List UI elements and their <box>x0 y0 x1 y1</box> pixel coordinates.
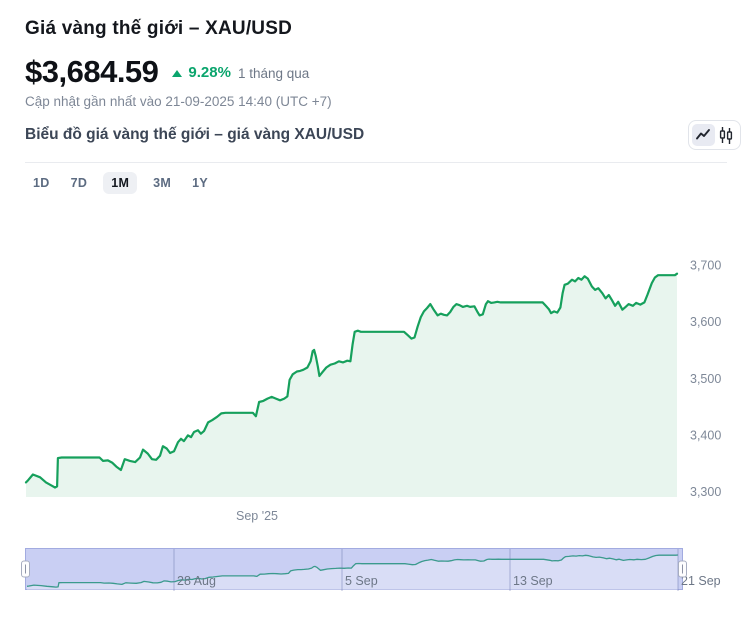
change-period: 1 tháng qua <box>237 65 310 81</box>
candlestick-chart-icon <box>719 126 732 144</box>
range-selector: 1D 7D 1M 3M 1Y <box>28 172 213 194</box>
price-line <box>24 272 679 489</box>
x-axis: Sep '25 <box>236 509 278 523</box>
range-button-7d[interactable]: 7D <box>70 176 88 190</box>
line-chart-icon <box>696 129 711 140</box>
navigator-left-handle[interactable] <box>21 560 30 578</box>
line-chart-button[interactable] <box>692 124 715 146</box>
chart-subtitle: Biểu đồ giá vàng thế giới – giá vàng XAU… <box>25 126 365 143</box>
navigator-mini-chart <box>26 549 679 591</box>
range-button-3m[interactable]: 3M <box>153 176 172 190</box>
y-axis-tick-label: 3,500 <box>690 372 721 386</box>
y-axis-tick-label: 3,300 <box>690 485 721 499</box>
range-button-1m[interactable]: 1M <box>103 172 138 194</box>
range-button-1y[interactable]: 1Y <box>192 176 209 190</box>
change-percent: 9.28% <box>188 63 231 81</box>
y-axis-tick-label: 3,700 <box>690 259 721 273</box>
price-area-chart[interactable]: 3,700 3,600 3,500 3,400 3,300 Sep '25 <box>0 235 750 525</box>
y-axis-tick-label: 3,400 <box>690 428 721 442</box>
navigator-date-label: 21 Sep <box>681 574 721 588</box>
y-axis: 3,700 3,600 3,500 3,400 3,300 <box>690 259 721 500</box>
y-axis-tick-label: 3,600 <box>690 315 721 329</box>
up-triangle-icon <box>172 69 183 77</box>
divider <box>25 162 727 163</box>
navigator-date-label: 13 Sep <box>513 574 553 588</box>
navigator-area-fill <box>27 555 678 591</box>
navigator-right-handle[interactable] <box>678 560 687 578</box>
range-button-1d[interactable]: 1D <box>33 176 50 190</box>
price-row: $3,684.59 9.28% 1 tháng qua <box>25 54 309 90</box>
chart-navigator[interactable]: 28 Aug 5 Sep 13 Sep 21 Sep <box>21 548 721 591</box>
page-title: Giá vàng thế giới – XAU/USD <box>25 18 293 39</box>
navigator-date-label: 28 Aug <box>177 574 216 588</box>
navigator-line <box>26 554 679 588</box>
area-fill <box>26 273 677 497</box>
x-axis-tick-label: Sep '25 <box>236 509 278 523</box>
chart-type-toggle <box>688 120 741 150</box>
current-price: $3,684.59 <box>25 54 159 89</box>
last-updated-text: Cập nhật gần nhất vào 21-09-2025 14:40 (… <box>25 94 332 109</box>
candlestick-chart-button[interactable] <box>715 124 738 146</box>
navigator-date-label: 5 Sep <box>345 574 378 588</box>
